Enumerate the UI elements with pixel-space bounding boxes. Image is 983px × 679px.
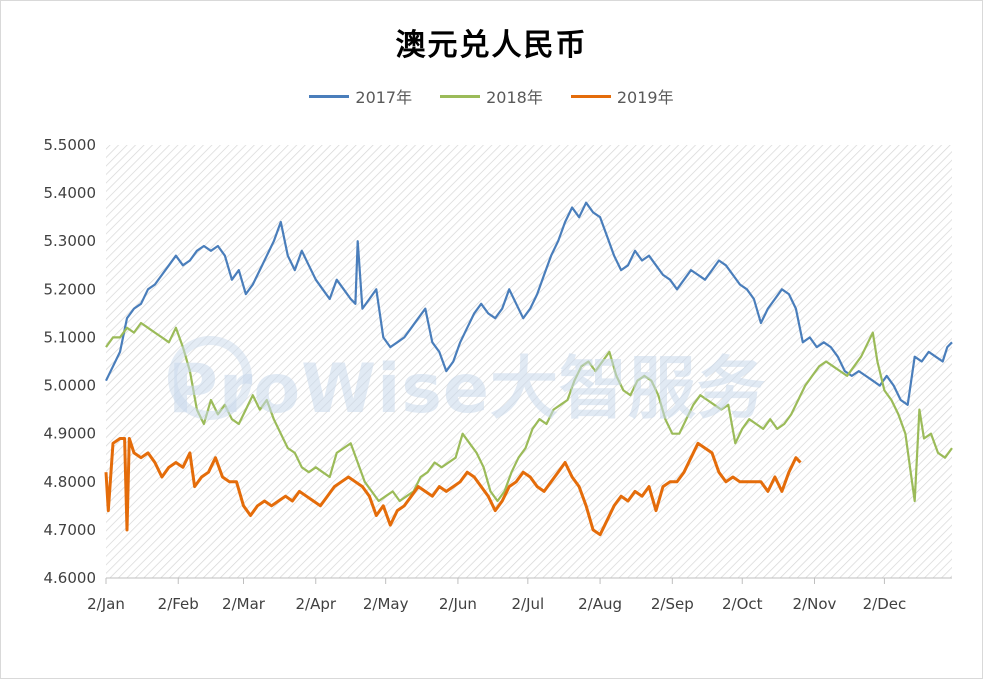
y-tick-label: 4.7000 <box>44 521 97 539</box>
chart-title: 澳元兑人民币 <box>395 28 588 63</box>
legend-swatch-2017 <box>309 94 350 98</box>
series-line-2019 <box>104 437 802 537</box>
y-tick-label: 5.1000 <box>44 328 97 346</box>
y-tick-label: 5.3000 <box>44 232 97 250</box>
y-tick-label: 4.8000 <box>44 473 97 491</box>
y-tick-label: 5.5000 <box>44 136 97 154</box>
x-tick-label: 2/Jul <box>511 595 544 613</box>
legend-swatch-2019 <box>570 94 611 98</box>
y-tick-label: 4.6000 <box>44 569 97 587</box>
x-tick-label: 2/Sep <box>651 595 694 613</box>
legend-item-2018: 2018年 <box>440 84 543 108</box>
x-tick-label: 2/Feb <box>158 595 199 613</box>
series-line-2017 <box>105 201 953 406</box>
y-tick-label: 5.4000 <box>44 184 97 202</box>
x-tick-label: 2/Jan <box>87 595 125 613</box>
y-tick-label: 5.0000 <box>44 377 97 395</box>
x-tick-label: 2/Apr <box>295 595 336 613</box>
legend-item-2019: 2019年 <box>570 84 674 108</box>
x-tick-label: 2/Aug <box>578 595 622 613</box>
x-tick-label: 2/Oct <box>722 595 763 613</box>
legend-swatch-2018 <box>440 94 481 98</box>
x-tick-label: 2/Dec <box>863 595 907 613</box>
y-tick-label: 4.9000 <box>44 425 97 443</box>
watermark-logo-icon <box>168 336 252 420</box>
legend-item-2017: 2017年 <box>309 84 412 108</box>
x-tick-label: 2/Nov <box>793 595 837 613</box>
y-tick-label: 5.2000 <box>44 280 97 298</box>
series-line-2018 <box>105 321 953 503</box>
legend-label-2018: 2018年 <box>486 88 543 107</box>
x-tick-label: 2/Jun <box>439 595 477 613</box>
x-tick-label: 2/Mar <box>222 595 266 613</box>
legend-label-2019: 2019年 <box>616 88 674 107</box>
watermark-text: ProWise大智服务 <box>168 350 766 429</box>
x-tick-label: 2/May <box>363 595 409 613</box>
legend: 2017年 2018年 2019年 <box>0 84 983 108</box>
legend-label-2017: 2017年 <box>355 88 413 107</box>
